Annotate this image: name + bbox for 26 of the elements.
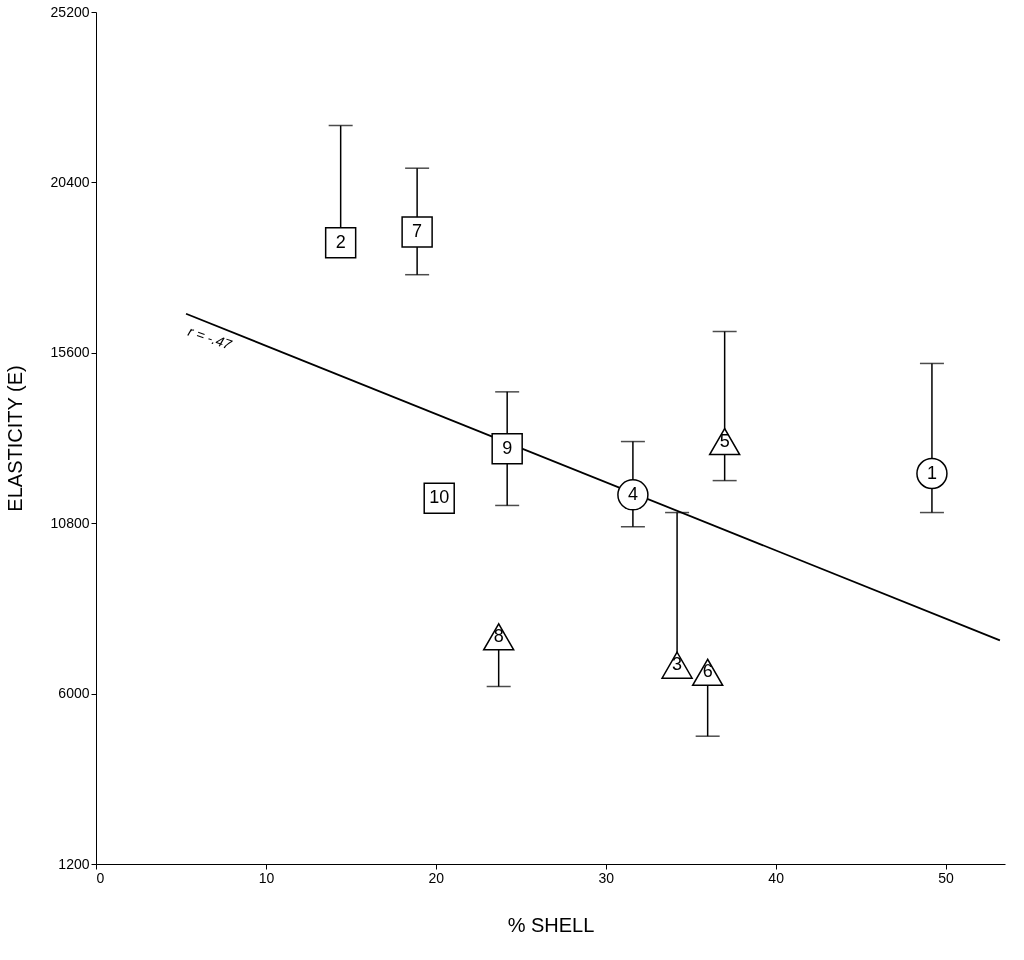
y-tick-label: 20400 [50,173,90,190]
y-tick-label: 6000 [58,685,90,702]
x-axis-title: % SHELL [507,913,595,936]
y-axis-title: ELASTICITY (E) [3,365,26,512]
x-tick-label: 50 [938,869,955,886]
annotation: 3 [672,654,683,675]
annotation: 4 [627,483,638,504]
annotation: 1 [926,462,937,483]
y-tick-label: 15600 [50,344,90,361]
x-tick-label: 20 [428,869,445,886]
annotation: 6 [702,661,713,682]
y-tick-label: 10800 [50,514,90,531]
annotation: 7 [412,221,423,242]
x-tick-label: 40 [768,869,785,886]
annotation: 8 [493,625,504,646]
y-tick-label: 25200 [50,3,90,20]
x-tick-label: 30 [598,869,615,886]
annotation: r = -.47 [186,322,235,354]
x-tick-label: 10 [258,869,275,886]
point [916,457,948,490]
y-tick-label: 1200 [58,855,90,872]
annotation: 5 [719,430,730,451]
annotation: 10 [429,487,450,508]
annotation: 9 [502,437,513,458]
x-tick-label: 0 [96,869,105,886]
annotation: 2 [335,231,346,252]
